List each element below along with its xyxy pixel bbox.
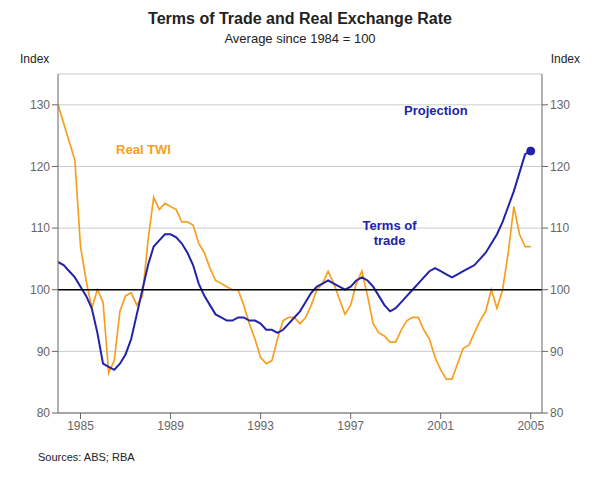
html-text:Projection: Projection	[404, 102, 468, 118]
svg-text:90: 90	[550, 345, 564, 359]
html-text:Real TWI: Real TWI	[116, 141, 171, 157]
svg-text:110: 110	[31, 221, 50, 235]
html-text:Sources: ABS; RBA: Sources: ABS; RBA	[38, 451, 135, 463]
svg-text:80: 80	[550, 406, 564, 420]
svg-text:130: 130	[550, 98, 570, 112]
svg-text:1997: 1997	[337, 419, 364, 433]
svg-text:1985: 1985	[67, 419, 94, 433]
html-text:Terms of Trade and Real Exchan: Terms of Trade and Real Exchange Rate	[148, 10, 452, 27]
html-text:Average since 1984 = 100: Average since 1984 = 100	[224, 31, 376, 46]
svg-text:2005: 2005	[517, 419, 544, 433]
svg-text:130: 130	[30, 98, 50, 112]
html-text:trade: trade	[373, 233, 406, 249]
svg-text:1993: 1993	[247, 419, 274, 433]
html-text:Index: Index	[20, 52, 50, 66]
svg-text:100: 100	[550, 283, 570, 297]
html-text:Index: Index	[550, 52, 580, 66]
svg-text:110: 110	[550, 221, 569, 235]
svg-text:2001: 2001	[427, 419, 454, 433]
svg-text:100: 100	[30, 283, 50, 297]
svg-text:80: 80	[37, 406, 51, 420]
svg-text:1989: 1989	[157, 419, 184, 433]
svg-text:120: 120	[550, 160, 570, 174]
html-text:Terms of: Terms of	[362, 218, 417, 234]
svg-text:90: 90	[37, 345, 51, 359]
svg-text:120: 120	[30, 160, 50, 174]
